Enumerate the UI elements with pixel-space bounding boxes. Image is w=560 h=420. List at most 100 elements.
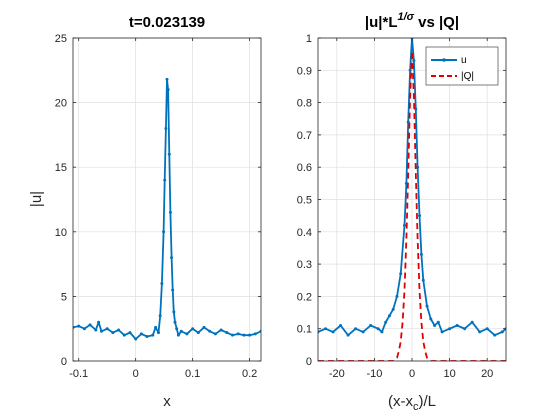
right-y-tick-label: 0.7 [297,130,312,142]
left-data-point [88,323,92,327]
right-data-point [380,330,384,334]
left-data-point [134,337,138,341]
legend-marker-u [442,58,446,62]
left-data-point [202,325,206,329]
left-data-point [196,331,200,335]
right-x-axis-label: (x-xc)/L [388,393,436,413]
right-y-tick-label: 0 [306,356,312,368]
right-x-tick-label: -20 [329,368,345,380]
left-data-point [97,320,101,324]
left-chart-title: t=0.023139 [129,14,205,31]
left-data-point [173,320,177,324]
right-series-line-u [318,38,506,337]
left-data-point [236,332,240,336]
left-y-axis-label: |u| [28,191,45,207]
right-x-tick-label: -10 [366,368,382,380]
left-y-tick-label: 5 [61,291,67,303]
left-data-point [117,328,121,332]
left-data-point [167,152,171,156]
right-data-point [361,330,365,334]
right-y-tick-label: 0.1 [297,324,312,336]
left-y-tick-label: 25 [55,33,67,45]
left-series-line-0 [73,78,261,340]
right-data-point [440,330,444,334]
left-data-point [175,327,179,331]
right-data-point [421,278,425,282]
right-data-point [470,320,474,324]
left-data-point [171,288,175,292]
left-data-point [179,329,183,333]
right-y-tick-label: 0.3 [297,259,312,271]
left-x-tick-label: -0.1 [69,368,88,380]
left-data-point [172,310,176,314]
left-data-point [151,333,155,337]
legend-box [425,46,499,86]
left-data-point [185,332,189,336]
left-x-tick-label: 0 [133,368,139,380]
left-y-tick-label: 20 [55,98,67,110]
right-data-point [408,68,412,72]
right-data-point [478,330,482,334]
left-data-point [128,331,132,335]
right-chart: -20 -10 0 10 20 0 0.1 0.2 0.3 0.4 0.5 0.6 0.7 0.8 0.9 1… [297,11,507,413]
right-data-point [399,272,403,276]
left-data-point [122,333,126,337]
right-series-line-q [318,50,506,361]
left-data-point [166,88,170,92]
left-data-point [145,334,149,338]
right-data-point [402,223,406,227]
left-data-point [242,333,246,337]
left-x-tick-label: 0.2 [242,368,257,380]
right-y-tick-label: 0.4 [297,227,312,239]
left-y-tick-label: 0 [61,356,67,368]
right-data-point [429,317,433,321]
right-y-tick-label: 0.5 [297,195,312,207]
right-chart-title: |u|*L1/σ vs |Q| [365,11,459,31]
right-data-point [346,333,350,337]
left-data-point [163,178,167,182]
right-data-point [339,323,343,327]
left-data-point [191,327,195,331]
right-data-point [395,294,399,298]
left-data-point [105,327,109,331]
right-data-point [418,214,422,218]
left-data-point [158,314,162,318]
right-data-point [485,327,489,331]
left-x-tick-label: 0.1 [185,368,200,380]
right-x-tick-label: 0 [409,368,415,380]
left-data-point [111,331,115,335]
right-x-tick-label: 20 [481,368,493,380]
left-data-point [160,281,164,285]
right-data-point [436,320,440,324]
left-data-point [82,327,86,331]
left-data-point [225,331,229,335]
right-data-point [416,165,420,169]
right-x-tick-label: 10 [443,368,455,380]
right-data-point [425,304,429,308]
right-data-point [354,327,358,331]
right-y-tick-label: 0.9 [297,65,312,77]
legend-label-q: |Q| [461,71,474,82]
left-axes-box [72,37,262,362]
left-data-point [248,333,252,337]
left-y-tick-label: 15 [55,162,67,174]
right-data-point [376,327,380,331]
right-data-point [331,330,335,334]
left-data-point [168,210,172,214]
legend-label-u: u [461,55,467,66]
right-y-tick-label: 0.6 [297,162,312,174]
legend: u |Q| [425,46,499,86]
left-data-point [213,332,217,336]
right-y-tick-label: 1 [306,33,312,45]
left-y-tick-label: 10 [55,227,67,239]
left-data-point [176,333,180,337]
left-data-point [170,256,174,260]
right-y-tick-label: 0.2 [297,291,312,303]
right-data-point [455,323,459,327]
left-data-point [77,324,81,328]
left-data-point [164,126,168,130]
right-data-point [448,327,452,331]
right-data-point [412,59,416,63]
right-data-point [419,252,423,256]
